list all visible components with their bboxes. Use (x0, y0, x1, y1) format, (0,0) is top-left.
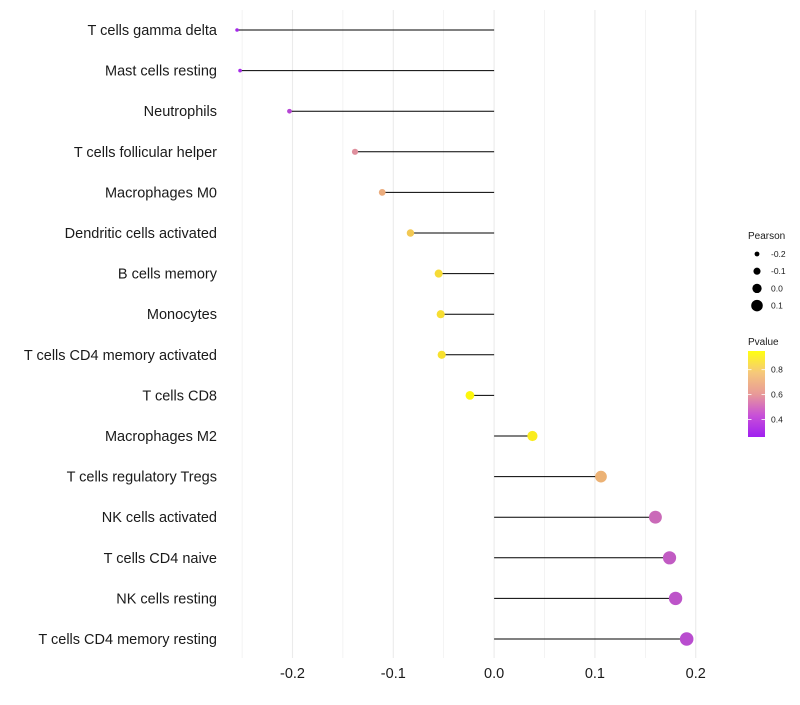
legend-color-label: 0.8 (771, 365, 783, 375)
x-tick-label: -0.1 (381, 666, 406, 682)
legend-color-label: 0.6 (771, 390, 783, 400)
category-label-macrophages-m2: Macrophages M2 (105, 429, 217, 445)
lollipop-point (679, 632, 694, 646)
category-label-dendritic-cells-activated: Dendritic cells activated (65, 226, 217, 242)
category-label-nk-cells-resting: NK cells resting (116, 591, 217, 607)
category-label-t-cells-follicular-helper: T cells follicular helper (74, 145, 217, 161)
legend-color-title: Pvalue (748, 337, 779, 348)
category-label-macrophages-m0: Macrophages M0 (105, 185, 217, 201)
lollipop-point (668, 591, 683, 606)
category-label-t-cells-cd4-naive: T cells CD4 naive (104, 551, 217, 567)
lollipop-point (235, 28, 239, 32)
x-tick-label: 0.2 (686, 666, 706, 682)
legend-size-dot (754, 251, 760, 257)
category-label-t-cells-gamma-delta: T cells gamma delta (88, 23, 218, 39)
legend-size-title: Pearson (748, 231, 785, 242)
legend-size-dot (753, 267, 761, 275)
legend-color-label: 0.4 (771, 415, 783, 425)
legend-size-label: 0.0 (771, 283, 783, 293)
legend-size-label: -0.2 (771, 249, 786, 259)
segment-layer (237, 29, 687, 640)
lollipop-point (465, 391, 475, 400)
x-tick-label: -0.2 (280, 666, 305, 682)
lollipop-point (351, 148, 359, 155)
lollipop-point (436, 310, 445, 319)
legend-size-dot (752, 283, 762, 294)
lollipop-point (378, 188, 386, 196)
lollipop-point (434, 269, 443, 278)
lollipop-point (648, 510, 662, 524)
lollipop-point (437, 350, 446, 359)
grid-layer (241, 10, 697, 658)
lollipop-point (662, 551, 677, 565)
legend-colorbar (748, 351, 765, 437)
x-tick-labels: -0.2 -0.1 0.0 0.1 0.2 (280, 666, 706, 682)
category-labels: T cells gamma delta Mast cells resting Neu… (24, 23, 218, 648)
point-layer (235, 28, 694, 646)
category-label-nk-cells-activated: NK cells activated (102, 510, 217, 526)
category-label-neutrophils: Neutrophils (144, 104, 217, 120)
lollipop-point (238, 68, 242, 73)
lollipop-point (595, 470, 607, 483)
category-label-t-cells-regulatory-tregs: T cells regulatory Tregs (67, 470, 217, 486)
category-label-monocytes: Monocytes (147, 307, 217, 323)
legend-size-dot (751, 299, 763, 312)
legend-size-label: -0.1 (771, 266, 786, 276)
legend: Pearson -0.2 -0.1 0.0 0.1 Pvalue 0.8 0.6 0.4 (748, 231, 786, 437)
lollipop-point (287, 108, 292, 114)
x-tick-label: 0.1 (585, 666, 605, 682)
lollipop-point (527, 430, 538, 442)
category-label-t-cells-cd4-memory-resting: T cells CD4 memory resting (38, 632, 217, 648)
category-label-t-cells-cd4-memory-activated: T cells CD4 memory activated (24, 348, 217, 364)
category-label-t-cells-cd8: T cells CD8 (142, 388, 217, 404)
category-label-mast-cells-resting: Mast cells resting (105, 64, 217, 80)
x-tick-label: 0.0 (484, 666, 504, 682)
lollipop-point (406, 229, 415, 237)
category-label-b-cells-memory: B cells memory (118, 267, 218, 283)
legend-size-label: 0.1 (771, 301, 783, 311)
